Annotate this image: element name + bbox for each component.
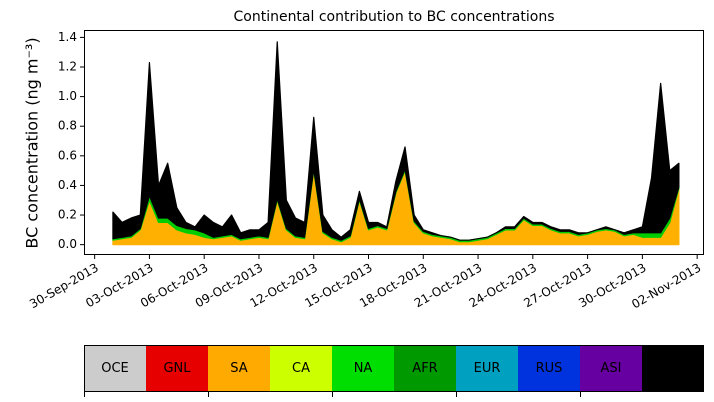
colorbar-cell: [146, 345, 208, 392]
colorbar-cell: [518, 345, 580, 392]
colorbar-cell: [270, 345, 332, 392]
colorbar-label: NA: [354, 361, 373, 376]
colorbar-label: SA: [230, 361, 247, 376]
y-tick-label: 0.6: [58, 148, 77, 162]
y-tick-label: 1.2: [58, 60, 77, 74]
y-tick-label: 0.0: [58, 237, 77, 251]
colorbar-label: AUS: [660, 361, 687, 376]
colorbar-label: AFR: [412, 361, 437, 376]
colorbar-cell: [208, 345, 270, 392]
colorbar-cell: [580, 345, 642, 392]
colorbar-label: EUR: [474, 361, 501, 376]
y-tick-label: 0.8: [58, 119, 77, 133]
colorbar-cell: [456, 345, 518, 392]
colorbar-cell: [394, 345, 456, 392]
colorbar-label: RUS: [536, 361, 563, 376]
plot-frame: [84, 30, 704, 255]
area: [112, 41, 680, 241]
colorbar-label: CA: [292, 361, 310, 376]
chart-title: Continental contribution to BC concentra…: [233, 9, 554, 25]
colorbar-cell: [642, 345, 704, 392]
y-tick-label: 0.2: [58, 208, 77, 222]
y-axis-label: BC concentration (ng m⁻³): [23, 37, 42, 248]
y-tick-label: 0.4: [58, 178, 77, 192]
colorbar-cell: [332, 345, 394, 392]
y-tick-label: 1.0: [58, 89, 77, 103]
colorbar-cell: [84, 345, 146, 392]
colorbar-ticks: [84, 392, 581, 397]
colorbar-label: GNL: [163, 361, 191, 376]
colorbar-label: ASI: [601, 361, 622, 376]
colorbar-label: OCE: [101, 361, 129, 376]
y-tick-label: 1.4: [58, 30, 77, 44]
colorbar-frame: [84, 345, 704, 392]
